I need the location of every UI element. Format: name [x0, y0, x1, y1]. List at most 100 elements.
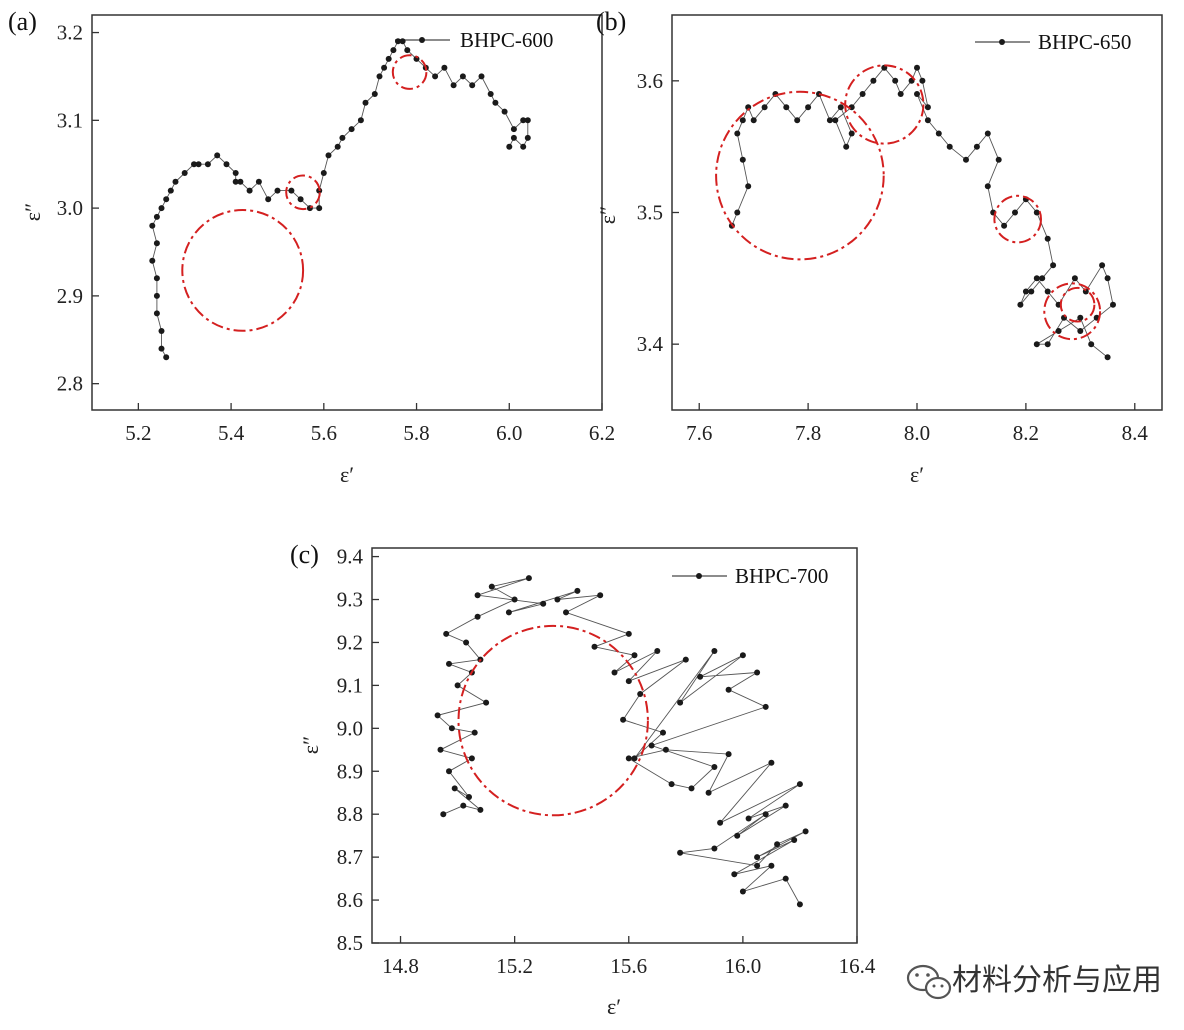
data-point [762, 811, 769, 818]
data-point [717, 819, 724, 826]
data-point [399, 38, 406, 45]
data-point [1033, 275, 1040, 282]
data-point [1055, 328, 1062, 334]
panel-c-legend: BHPC-700 [672, 564, 828, 588]
data-point [463, 639, 470, 646]
y-tick-label: 3.0 [57, 196, 83, 220]
x-tick-label: 7.6 [686, 421, 712, 445]
data-point [440, 811, 447, 818]
data-point [625, 755, 632, 762]
data-point [660, 729, 666, 736]
data-point [492, 99, 499, 106]
panel-b-label: (b) [596, 7, 626, 36]
data-point [794, 117, 801, 124]
y-tick-label: 9.1 [337, 673, 363, 697]
data-point [153, 275, 160, 282]
x-axis-label: ε′ [607, 994, 621, 1019]
data-point [734, 209, 741, 216]
data-point [897, 91, 904, 97]
data-point [339, 134, 346, 141]
data-point [677, 699, 684, 706]
data-point [488, 583, 495, 590]
data-point [1099, 262, 1106, 269]
data-point [232, 178, 239, 185]
data-point [149, 257, 156, 264]
data-point [478, 73, 485, 80]
relaxation-circle [993, 194, 1043, 244]
data-point [745, 183, 752, 190]
data-point [158, 205, 165, 212]
data-point [1044, 341, 1051, 348]
series-line [436, 577, 806, 905]
panel-b-marks: 7.6 7.8 8.0 8.2 8.4 3.4 3.5 3.6 [637, 64, 1148, 445]
data-point [919, 77, 926, 84]
x-tick-label: 5.6 [311, 421, 337, 445]
relaxation-circle [844, 64, 925, 145]
data-point [1071, 275, 1078, 282]
data-point [734, 130, 741, 137]
data-point [232, 170, 239, 176]
data-point [316, 205, 323, 212]
data-point [1104, 275, 1111, 282]
legend-label: BHPC-600 [460, 28, 553, 52]
data-point [158, 345, 165, 352]
series-line [151, 40, 529, 358]
data-point [1077, 328, 1084, 334]
data-point [739, 117, 746, 124]
data-point [153, 292, 160, 299]
data-point [524, 117, 531, 124]
data-point [167, 187, 174, 194]
y-axis-label: ε″ [20, 203, 45, 221]
data-point [441, 64, 448, 71]
data-point [739, 888, 746, 895]
data-point [754, 854, 761, 861]
data-point [826, 117, 833, 124]
data-point [320, 170, 327, 176]
data-point [1044, 288, 1051, 295]
data-point [469, 82, 476, 89]
data-point [754, 862, 761, 869]
data-point [946, 143, 953, 150]
y-tick-label: 9.4 [337, 545, 364, 569]
data-point [816, 91, 822, 97]
data-point [510, 126, 517, 133]
x-tick-label: 5.2 [125, 421, 151, 445]
data-point [1022, 288, 1029, 295]
data-point [223, 161, 230, 168]
x-tick-label: 7.8 [795, 421, 821, 445]
panel-a-marks: 5.2 5.4 5.6 5.8 6.0 6.2 2.8 2.9 3.0 3.1 3.2 [57, 21, 615, 445]
y-tick-label: 9.0 [337, 716, 363, 740]
data-point [984, 130, 991, 137]
y-axis-label: ε″ [298, 736, 323, 754]
data-point [246, 187, 253, 194]
data-point [506, 143, 513, 150]
data-point [682, 656, 689, 663]
data-point [843, 143, 850, 150]
data-point [631, 652, 638, 659]
data-point [153, 240, 160, 247]
data-point [520, 143, 527, 150]
y-tick-label: 3.6 [637, 69, 663, 93]
data-point [450, 82, 457, 89]
data-point [1088, 341, 1095, 348]
panel-a-frame [91, 14, 603, 411]
data-point [782, 802, 789, 809]
y-tick-label: 3.2 [57, 21, 83, 45]
x-tick-label: 8.0 [904, 421, 930, 445]
data-point [466, 794, 472, 800]
data-point [1044, 235, 1051, 242]
data-point [477, 806, 484, 813]
data-point [631, 755, 638, 762]
data-point [1077, 314, 1084, 321]
panel-b-frame [671, 14, 1163, 411]
data-point [805, 104, 812, 111]
y-tick-label: 2.8 [57, 372, 83, 396]
data-point [443, 630, 450, 637]
relaxation-circle [285, 174, 321, 211]
x-tick-label: 6.2 [589, 421, 615, 445]
panel-a-label: (a) [8, 7, 37, 36]
data-point [963, 156, 969, 163]
data-point [451, 785, 458, 792]
data-point [1033, 341, 1040, 348]
